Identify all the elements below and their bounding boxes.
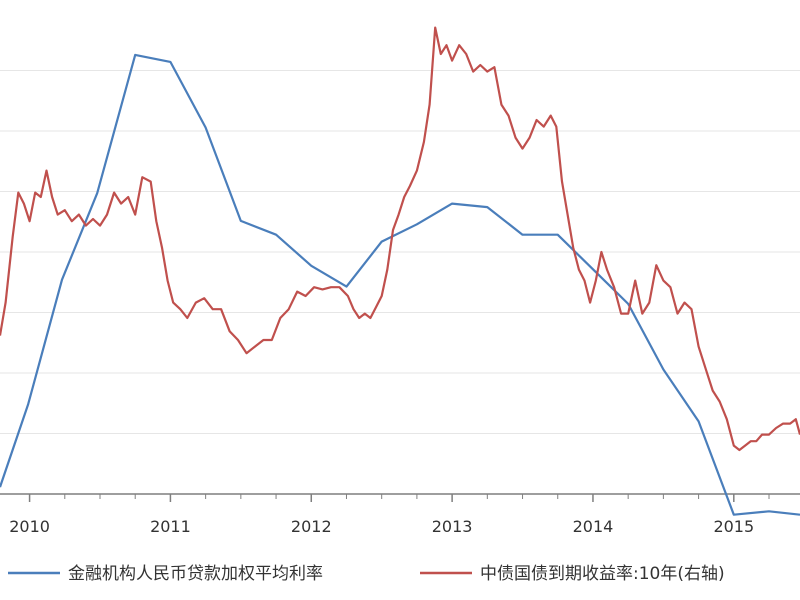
x-axis-tick-labels: 2010 2011 2012 2013 2014 2015 [9,517,754,536]
x-tick-label-2011: 2011 [150,517,191,536]
x-axis-ticks [28,494,770,502]
series-line-0 [0,53,800,516]
x-tick-label-2015: 2015 [713,517,754,536]
gridlines [0,70,800,434]
legend: 金融机构人民币贷款加权平均利率 中债国债到期收益率:10年(右轴) [8,564,725,584]
x-tick-label-2012: 2012 [291,517,332,536]
x-tick-label-2013: 2013 [432,517,473,536]
legend-label-series-1: 中债国债到期收益率:10年(右轴) [480,564,725,584]
legend-label-series-0: 金融机构人民币贷款加权平均利率 [68,564,323,584]
x-tick-label-2010: 2010 [9,517,50,536]
series-line-1 [0,26,800,452]
series-layer [0,26,800,516]
x-tick-label-2014: 2014 [573,517,614,536]
